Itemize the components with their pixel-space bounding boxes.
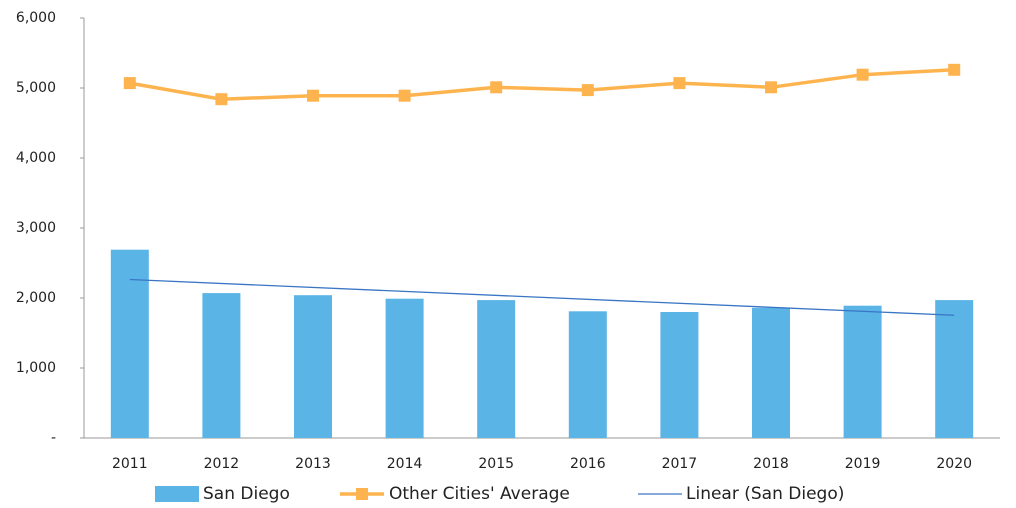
bar (843, 305, 882, 438)
x-tick-label: 2019 (845, 456, 881, 472)
marker (765, 81, 777, 94)
x-tick-label: 2014 (387, 456, 423, 472)
x-tick-label: 2018 (753, 456, 789, 472)
y-tick-label: 4,000 (16, 150, 56, 166)
x-tick-label: 2020 (936, 456, 972, 472)
marker (215, 93, 228, 106)
line (129, 68, 955, 101)
x-tick-label: 2016 (570, 456, 606, 472)
legend-label: San Diego (203, 484, 290, 504)
bar (294, 295, 332, 438)
bar (110, 249, 149, 438)
marker (490, 81, 503, 94)
marker (307, 89, 319, 102)
marker (673, 77, 686, 90)
bar (752, 307, 790, 438)
legend-label: Linear (San Diego) (686, 484, 844, 504)
x-tick-label: 2011 (112, 456, 148, 472)
x-tick-label: 2013 (295, 456, 331, 472)
marker (856, 68, 869, 81)
bar (935, 300, 974, 438)
legend-label: Other Cities' Average (389, 484, 570, 504)
legend-swatch (155, 486, 199, 502)
marker (123, 77, 136, 90)
y-tick-label: - (51, 430, 56, 446)
y-tick-label: 6,000 (16, 10, 56, 26)
bar (202, 293, 241, 438)
trendline (129, 278, 955, 316)
marker (948, 63, 961, 76)
y-tick-label: 1,000 (16, 360, 56, 376)
marker (581, 84, 594, 97)
legend-swatch (356, 488, 368, 500)
y-tick-label: 2,000 (16, 290, 56, 306)
bar (385, 298, 424, 438)
y-tick-label: 5,000 (16, 80, 56, 96)
x-tick-label: 2015 (478, 456, 514, 472)
bar (477, 300, 516, 438)
x-tick-label: 2017 (662, 456, 698, 472)
x-tick-label: 2012 (204, 456, 240, 472)
bar (660, 312, 699, 438)
y-tick-label: 3,000 (16, 220, 56, 236)
marker (398, 89, 411, 102)
bar (568, 311, 607, 438)
